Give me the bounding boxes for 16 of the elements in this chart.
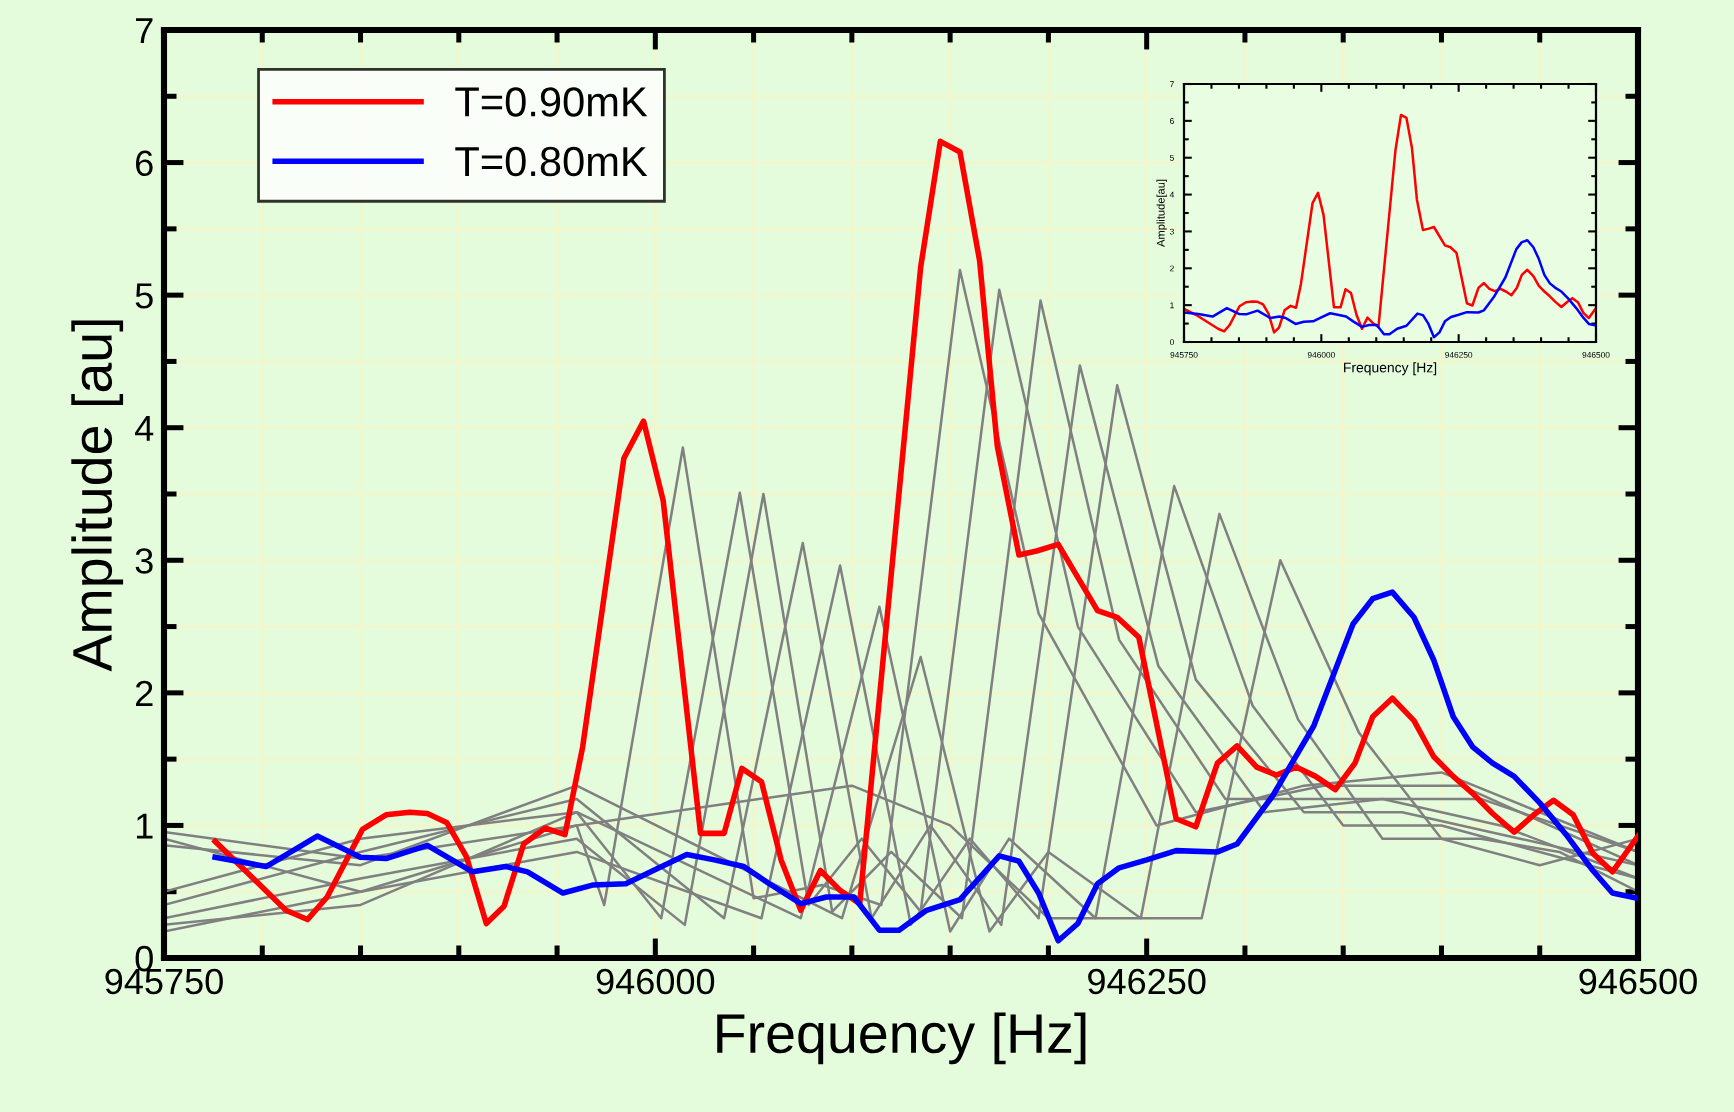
- x-tick-label: 946500: [1579, 968, 1697, 995]
- legend-label: T=0.80mK: [455, 146, 648, 177]
- y-tick-label: 3: [135, 548, 153, 574]
- y-tick-label: 1: [136, 813, 153, 839]
- y-tick-label: 6: [136, 150, 153, 177]
- x-tick-label: 946000: [596, 968, 715, 995]
- legend-label: T=0.90mK: [455, 87, 648, 117]
- x-tick-label: 946250: [1088, 968, 1206, 995]
- y-axis-title: Amplitude [au]: [71, 320, 124, 672]
- y-tick-label: 5: [135, 283, 153, 309]
- x-tick-label: 945750: [105, 968, 223, 995]
- y-tick-label: 7: [136, 18, 153, 44]
- y-tick-label: 4: [135, 415, 154, 441]
- y-tick-label: 0: [135, 945, 153, 972]
- x-axis-title: Frequency [Hz]: [717, 1012, 1086, 1065]
- y-tick-label: 2: [136, 680, 153, 706]
